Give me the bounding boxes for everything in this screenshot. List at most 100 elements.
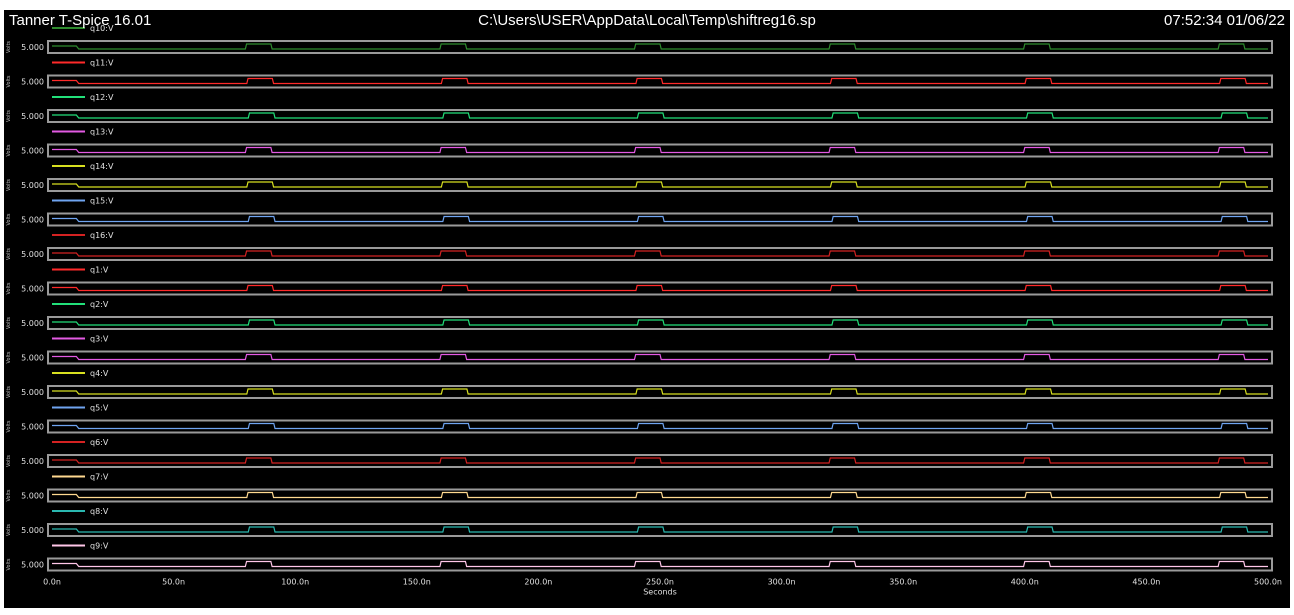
trace-panel-q1-v[interactable]: q1:V 5.000 Volts [6,266,1273,296]
y-axis-label: Volts [6,351,12,363]
x-axis-label: Seconds [643,588,677,597]
legend-label: q16:V [90,231,114,240]
panel-frame [47,178,1273,192]
waveform-trace [52,457,1268,464]
panel-frame [47,350,1273,365]
panel-frame [47,281,1273,296]
trace-panel-q5-v[interactable]: q5:V 5.000 Volts [6,404,1273,434]
y-tick-label: 5.000 [21,319,44,328]
x-tick-label: 100.0n [281,578,309,587]
y-axis-label: Volts [6,282,12,294]
waveform-trace [52,215,1268,223]
waveform-trace [52,43,1268,50]
panel-frame [47,557,1273,572]
trace-panel-q13-v[interactable]: q13:V 5.000 Volts [6,128,1273,158]
trace-panel-q3-v[interactable]: q3:V 5.000 Volts [6,335,1273,365]
panel-frame [47,316,1273,330]
trace-panel-q6-v[interactable]: q6:V 5.000 Volts [6,438,1273,468]
x-tick-label: 400.0n [1011,578,1039,587]
panel-frame [47,247,1273,261]
y-tick-label: 5.000 [21,526,44,535]
x-tick-label: 0.0n [43,578,61,587]
y-axis-label: Volts [6,317,12,329]
y-axis-label: Volts [6,75,12,87]
y-tick-label: 5.000 [21,457,44,466]
y-axis-label: Volts [6,455,12,467]
legend-label: q6:V [90,438,109,447]
y-tick-label: 5.000 [21,181,44,190]
waveform-viewer-window: q10:V 5.000 Volts q11:V 5.000 Volts q12:V 5.000… [4,10,1290,608]
trace-panel-q12-v[interactable]: q12:V 5.000 Volts [6,93,1273,123]
legend-label: q15:V [90,197,114,206]
app-title: Tanner T-Spice 16.01 [9,12,152,29]
trace-panel-q9-v[interactable]: q9:V 5.000 Volts [6,542,1273,572]
y-tick-label: 5.000 [21,354,44,363]
y-axis-label: Volts [6,41,12,53]
y-axis-label: Volts [6,144,12,156]
legend-label: q9:V [90,542,109,551]
waveform-plot[interactable]: q10:V 5.000 Volts q11:V 5.000 Volts q12:V 5.000… [4,10,1290,608]
legend-label: q4:V [90,369,109,378]
panel-frame [47,419,1273,434]
x-tick-label: 150.0n [403,578,431,587]
x-tick-label: 450.0n [1132,578,1160,587]
x-tick-label: 350.0n [889,578,917,587]
legend-label: q11:V [90,59,114,68]
y-axis-label: Volts [6,558,12,570]
panel-frame [47,109,1273,123]
legend-label: q12:V [90,93,114,102]
y-axis-label: Volts [6,489,12,501]
y-axis-label: Volts [6,386,12,398]
panel-frame [47,454,1273,468]
y-tick-label: 5.000 [21,285,44,294]
waveform-trace [52,319,1268,326]
legend-label: q14:V [90,162,114,171]
y-tick-label: 5.000 [21,147,44,156]
legend-label: q13:V [90,128,114,137]
legend-label: q10:V [90,24,114,33]
y-tick-label: 5.000 [21,78,44,87]
trace-panel-q15-v[interactable]: q15:V 5.000 Volts [6,197,1273,227]
trace-panel-q16-v[interactable]: q16:V 5.000 Volts [6,231,1273,261]
trace-panel-q4-v[interactable]: q4:V 5.000 Volts [6,369,1273,399]
waveform-trace [52,250,1268,257]
waveform-trace [52,353,1268,361]
trace-panel-q11-v[interactable]: q11:V 5.000 Volts [6,59,1273,89]
trace-panel-q8-v[interactable]: q8:V 5.000 Volts [6,507,1273,537]
x-tick-label: 500.0n [1254,578,1282,587]
waveform-trace [52,77,1268,85]
y-axis-label: Volts [6,524,12,536]
y-axis-label: Volts [6,179,12,191]
waveform-trace [52,388,1268,395]
panel-frame [47,385,1273,399]
waveform-trace [52,181,1268,188]
waveform-trace [52,112,1268,119]
x-tick-label: 200.0n [524,578,552,587]
x-tick-label: 250.0n [646,578,674,587]
y-axis-label: Volts [6,213,12,225]
legend-label: q2:V [90,300,109,309]
panel-frame [47,74,1273,89]
y-axis-label: Volts [6,110,12,122]
file-path: C:\Users\USER\AppData\Local\Temp\shiftre… [478,12,816,29]
waveform-trace [52,491,1268,499]
waveform-trace [52,560,1268,568]
y-tick-label: 5.000 [21,492,44,501]
timestamp: 07:52:34 01/06/22 [1164,12,1285,29]
panel-frame [47,212,1273,227]
legend-label: q8:V [90,507,109,516]
y-tick-label: 5.000 [21,216,44,225]
panel-frame [47,143,1273,158]
trace-panel-q14-v[interactable]: q14:V 5.000 Volts [6,162,1273,192]
legend-label: q1:V [90,266,109,275]
waveform-trace [52,526,1268,533]
y-tick-label: 5.000 [21,388,44,397]
trace-panel-q10-v[interactable]: q10:V 5.000 Volts [6,24,1273,54]
legend-label: q5:V [90,404,109,413]
trace-panel-q2-v[interactable]: q2:V 5.000 Volts [6,300,1273,330]
legend-label: q7:V [90,473,109,482]
waveform-trace [52,146,1268,154]
panel-frame [47,523,1273,537]
trace-panel-q7-v[interactable]: q7:V 5.000 Volts [6,473,1273,503]
y-tick-label: 5.000 [21,423,44,432]
